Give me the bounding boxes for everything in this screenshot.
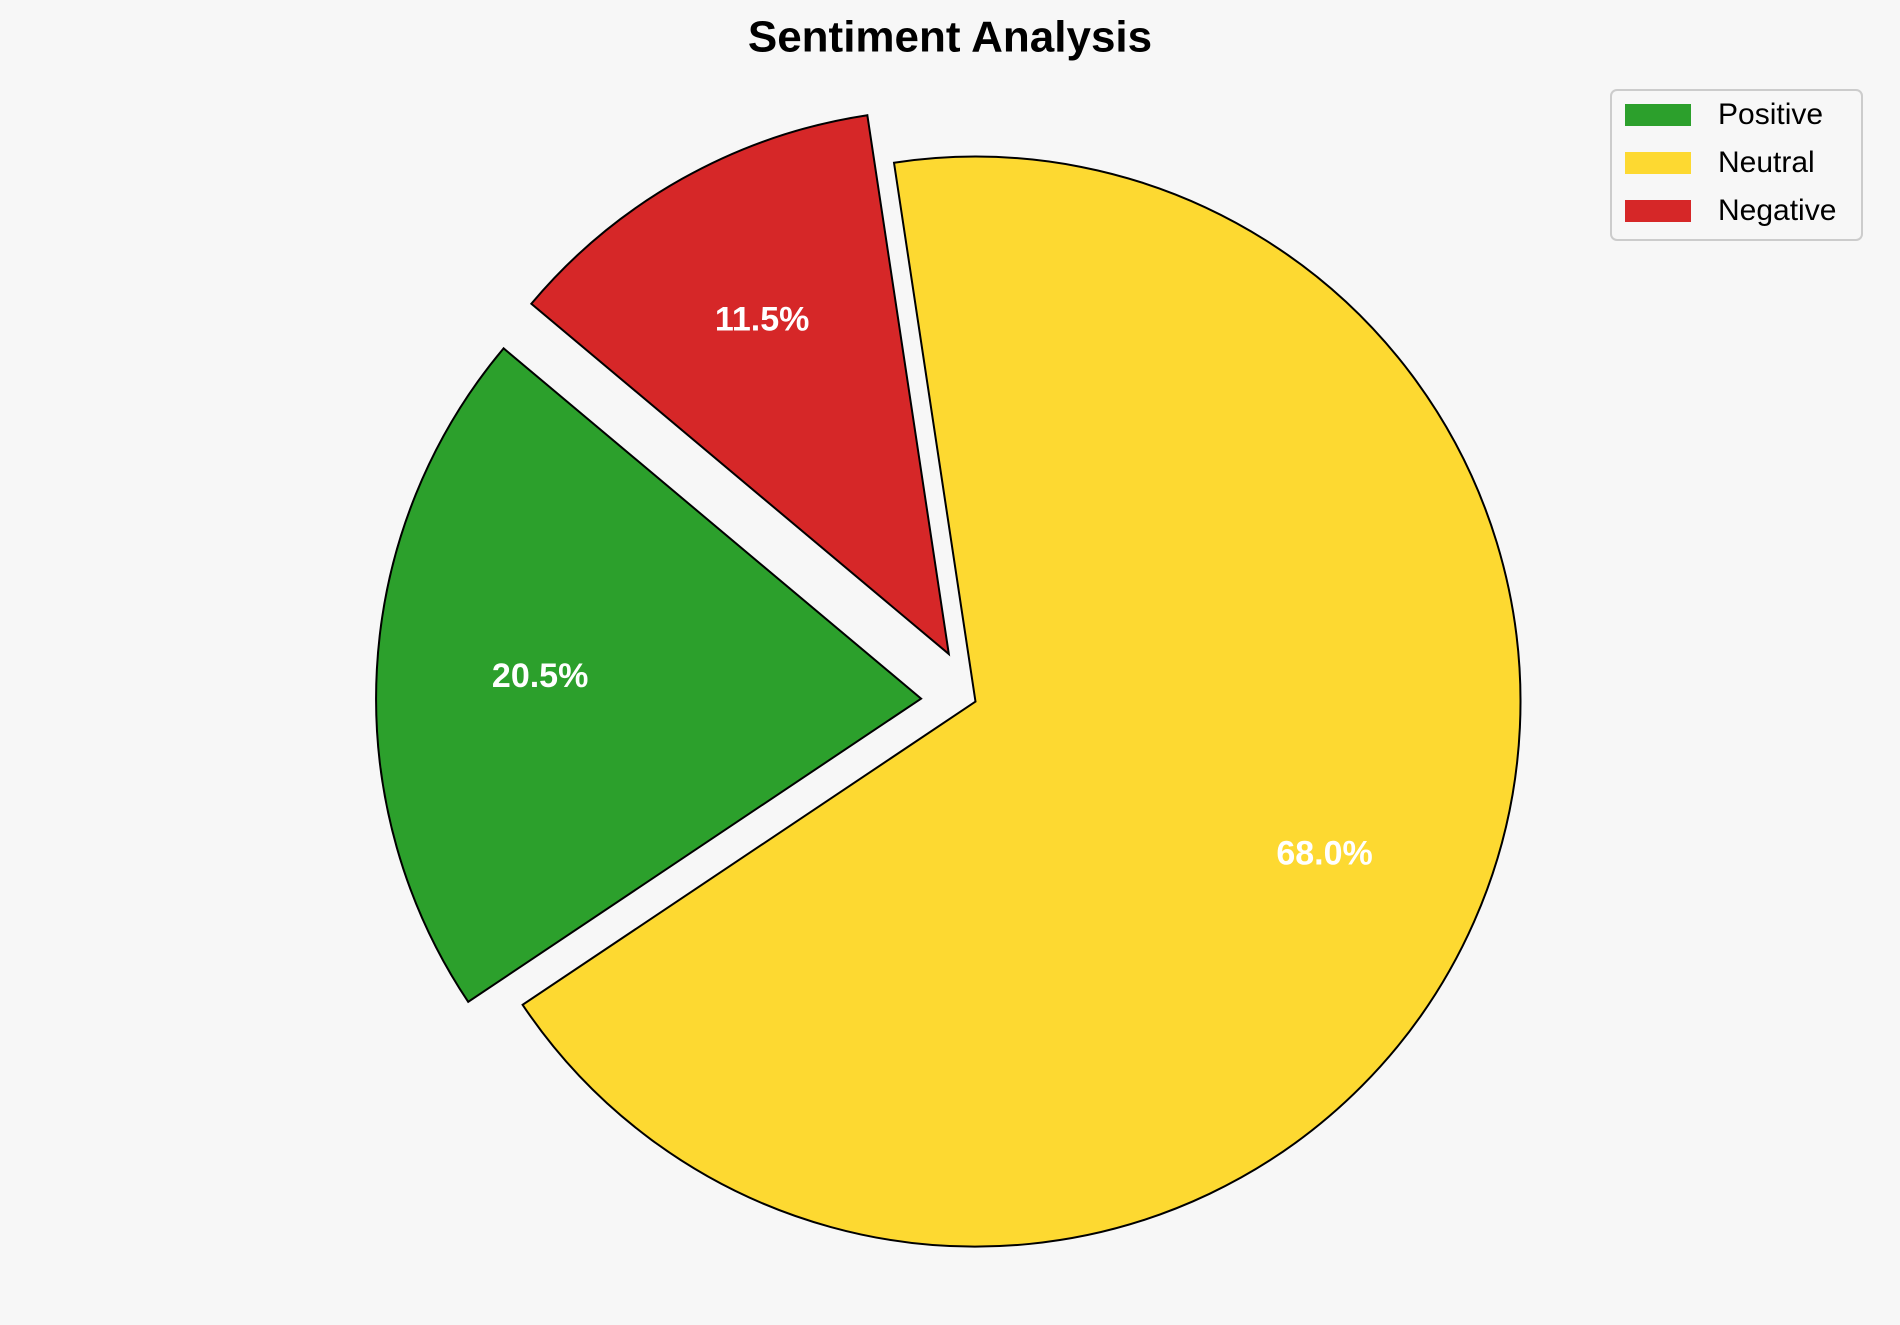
pie-slice bbox=[521, 155, 1522, 1248]
slice-label: 11.5% bbox=[715, 300, 810, 338]
slice-label: 20.5% bbox=[492, 657, 588, 695]
slice-label: 68.0% bbox=[1276, 835, 1372, 873]
legend-label: Negative bbox=[1718, 194, 1836, 227]
chart-title: Sentiment Analysis bbox=[748, 13, 1152, 62]
legend-swatch bbox=[1625, 152, 1691, 174]
legend-label: Positive bbox=[1718, 98, 1823, 131]
pie-slice bbox=[529, 114, 951, 657]
legend-label: Neutral bbox=[1718, 146, 1815, 179]
legend-swatch bbox=[1625, 104, 1691, 126]
legend-swatch bbox=[1625, 200, 1691, 222]
pie-slice bbox=[375, 346, 923, 1004]
